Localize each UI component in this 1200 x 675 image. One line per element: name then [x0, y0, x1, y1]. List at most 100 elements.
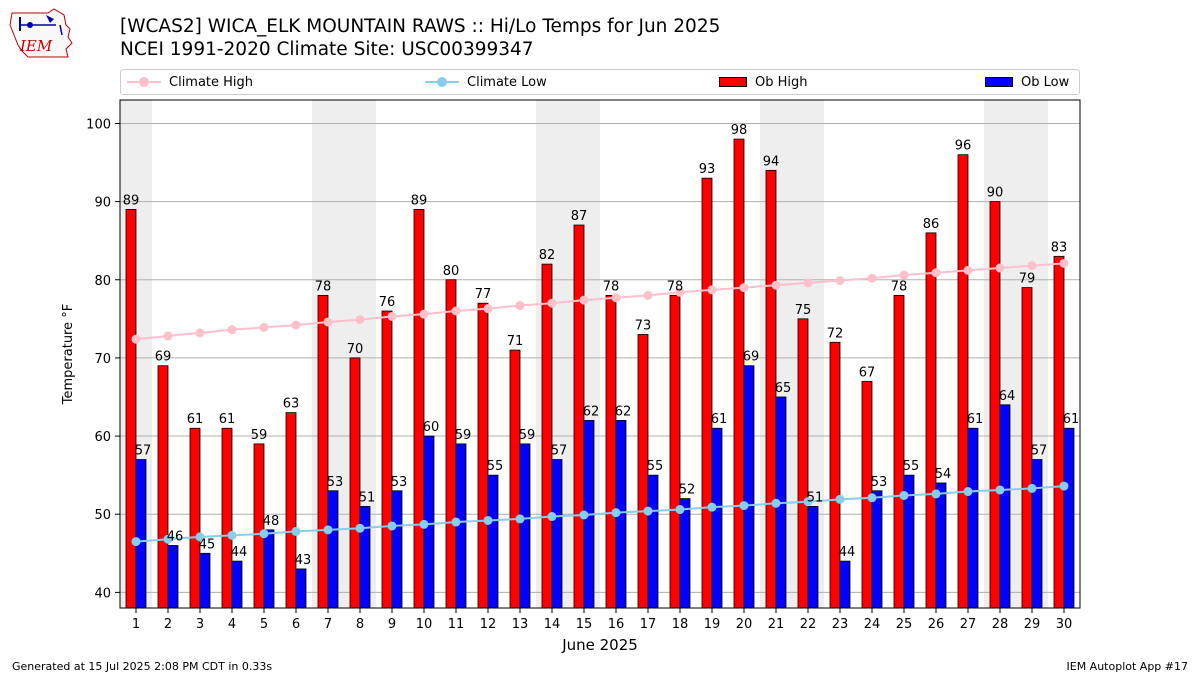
- climate-low-point: [707, 502, 717, 512]
- generated-timestamp: Generated at 15 Jul 2025 2:08 PM CDT in …: [12, 660, 273, 673]
- legend-item-ob-high: Ob High: [719, 70, 808, 94]
- ob-low-bar: [935, 482, 947, 609]
- logo-text: IEM: [19, 37, 53, 55]
- ob-high-bar: [477, 302, 489, 609]
- y-tick-label: 40: [94, 586, 111, 601]
- ob-high-label: 96: [955, 139, 972, 154]
- ob-high-label: 73: [635, 318, 652, 333]
- ob-high-bar: [349, 357, 361, 609]
- legend-item-climate-high: Climate High: [127, 70, 253, 94]
- ob-low-bar: [359, 505, 371, 609]
- ob-low-label: 48: [263, 514, 280, 529]
- climate-high-point: [899, 270, 909, 280]
- climate-high-point: [1059, 258, 1069, 268]
- climate-high-point: [835, 276, 845, 286]
- ob-high-label: 79: [1019, 272, 1036, 287]
- climate-low-point: [323, 525, 333, 535]
- x-tick-label: 14: [544, 617, 561, 632]
- x-tick-label: 16: [608, 617, 625, 632]
- ob-high-label: 78: [891, 279, 908, 294]
- climate-low-point: [579, 510, 589, 520]
- ob-high-label: 70: [347, 342, 364, 357]
- ob-low-label: 45: [199, 537, 216, 552]
- ob-low-label: 59: [519, 428, 536, 443]
- climate-low-point: [291, 526, 301, 536]
- ob-high-label: 86: [923, 217, 940, 232]
- x-tick-label: 21: [768, 617, 785, 632]
- app-label: IEM Autoplot App #17: [1066, 660, 1189, 673]
- ob-low-bar: [647, 474, 659, 609]
- x-tick-label: 9: [388, 617, 396, 632]
- climate-low-point: [739, 501, 749, 511]
- ob-low-bar: [487, 474, 499, 609]
- climate-low-point: [451, 517, 461, 527]
- ob-low-bar: [711, 427, 723, 609]
- x-tick-label: 7: [324, 617, 332, 632]
- ob-high-bar: [157, 365, 169, 609]
- y-axis-label: Temperature °F: [61, 304, 76, 405]
- climate-high-point: [643, 290, 653, 300]
- ob-high-bar: [925, 232, 937, 609]
- climate-high-point: [291, 320, 301, 330]
- ob-low-label: 60: [423, 420, 440, 435]
- y-tick-label: 50: [94, 508, 111, 523]
- ob-high-label: 98: [731, 123, 748, 138]
- x-tick-label: 28: [992, 617, 1009, 632]
- y-tick-label: 100: [86, 117, 111, 132]
- ob-high-label: 61: [187, 412, 204, 427]
- climate-high-point: [931, 268, 941, 278]
- x-tick-label: 24: [864, 617, 881, 632]
- ob-low-label: 43: [295, 553, 312, 568]
- climate-high-point: [707, 285, 717, 295]
- x-tick-label: 27: [960, 617, 977, 632]
- ob-low-bar: [807, 505, 819, 609]
- climate-low-point: [963, 487, 973, 497]
- ob-low-label: 64: [999, 389, 1016, 404]
- ob-low-label: 61: [1063, 412, 1080, 427]
- x-tick-label: 17: [640, 617, 657, 632]
- ob-low-label: 57: [1031, 444, 1048, 459]
- climate-low-point: [355, 523, 365, 533]
- x-tick-label: 10: [416, 617, 433, 632]
- ob-low-bar: [295, 568, 307, 609]
- climate-low-point: [867, 493, 877, 503]
- climate-high-point: [323, 317, 333, 327]
- climate-lines: [131, 258, 1069, 547]
- ob-low-bar: [199, 552, 211, 609]
- legend-label-ob-high: Ob High: [755, 74, 808, 90]
- ob-high-bar: [445, 279, 457, 609]
- climate-low-line-swatch: [425, 76, 459, 88]
- ob-high-label: 61: [219, 412, 236, 427]
- ob-high-bar: [829, 341, 841, 609]
- ob-high-bar: [893, 294, 905, 609]
- ob-low-bar: [999, 404, 1011, 609]
- ob-low-label: 62: [583, 404, 600, 419]
- climate-low-point: [195, 532, 205, 542]
- ob-low-bar: [551, 459, 563, 609]
- climate-low-point: [771, 498, 781, 508]
- climate-high-point: [675, 287, 685, 297]
- ob-high-label: 80: [443, 264, 460, 279]
- ob-low-bar: [967, 427, 979, 609]
- y-tick-label: 90: [94, 196, 111, 211]
- chart-subtitle: NCEI 1991-2020 Climate Site: USC00399347: [120, 39, 534, 60]
- ob-low-bar: [519, 443, 531, 609]
- climate-high-line-swatch: [127, 76, 161, 88]
- ob-low-label: 69: [743, 350, 760, 365]
- climate-high-point: [387, 311, 397, 321]
- ob-low-bar: [231, 560, 243, 609]
- ob-low-label: 52: [679, 483, 696, 498]
- ob-high-label: 93: [699, 162, 716, 177]
- ob-high-bar: [285, 412, 297, 609]
- ob-low-label: 55: [903, 459, 920, 474]
- ob-high-label: 75: [795, 303, 812, 318]
- ob-high-label: 78: [667, 279, 684, 294]
- ob-low-bar: [327, 490, 339, 609]
- climate-high-point: [611, 293, 621, 303]
- ob-high-label: 59: [251, 428, 268, 443]
- ob-high-bar: [733, 138, 745, 609]
- climate-high-point: [771, 280, 781, 290]
- ob-high-bar: [317, 294, 329, 609]
- x-tick-label: 22: [800, 617, 817, 632]
- ob-high-bar: [1053, 255, 1065, 609]
